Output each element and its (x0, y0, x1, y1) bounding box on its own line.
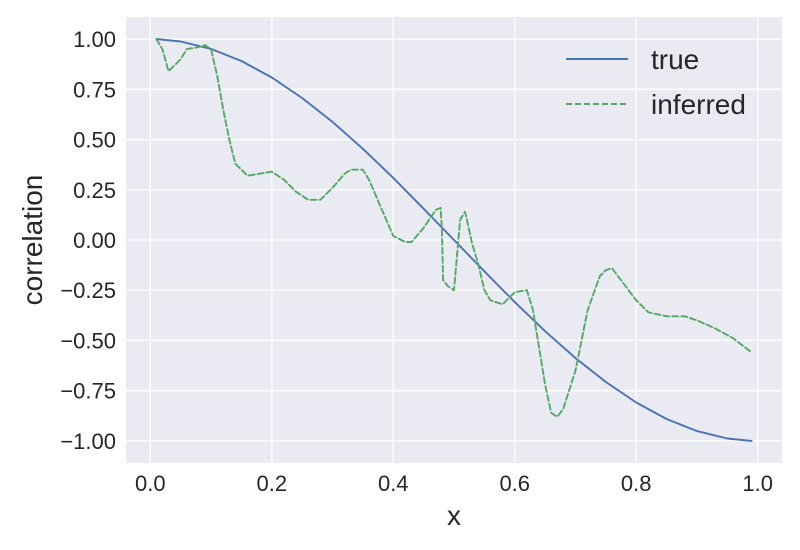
x-tick-label: 0.6 (499, 471, 530, 496)
y-tick-label: −1.00 (60, 429, 116, 454)
legend: true inferred (566, 44, 746, 120)
series-lines (155, 38, 753, 442)
y-tick-label: 0.00 (73, 228, 116, 253)
y-axis-ticks: 1.00 0.75 0.50 0.25 0.00 −0.25 −0.50 −0.75 −1.00 (60, 27, 116, 454)
x-tick-label: 0.0 (135, 471, 166, 496)
y-tick-label: −0.75 (60, 379, 116, 404)
legend-label-inferred: inferred (651, 89, 746, 120)
y-tick-label: 0.25 (73, 178, 116, 203)
x-tick-label: 0.8 (621, 471, 652, 496)
legend-label-true: true (651, 44, 699, 75)
y-axis-label: correlation (17, 175, 48, 306)
x-tick-label: 1.0 (742, 471, 773, 496)
y-tick-label: 0.50 (73, 128, 116, 153)
y-tick-label: −0.50 (60, 328, 116, 353)
x-axis-label: x (447, 500, 461, 531)
series-line-true (155, 38, 753, 442)
x-tick-label: 0.2 (256, 471, 287, 496)
x-axis-ticks: 0.0 0.2 0.4 0.6 0.8 1.0 (135, 471, 773, 496)
y-tick-label: 0.75 (73, 77, 116, 102)
series-line-inferred (155, 38, 753, 418)
y-tick-label: 1.00 (73, 27, 116, 52)
x-tick-label: 0.4 (378, 471, 409, 496)
y-tick-label: −0.25 (60, 278, 116, 303)
